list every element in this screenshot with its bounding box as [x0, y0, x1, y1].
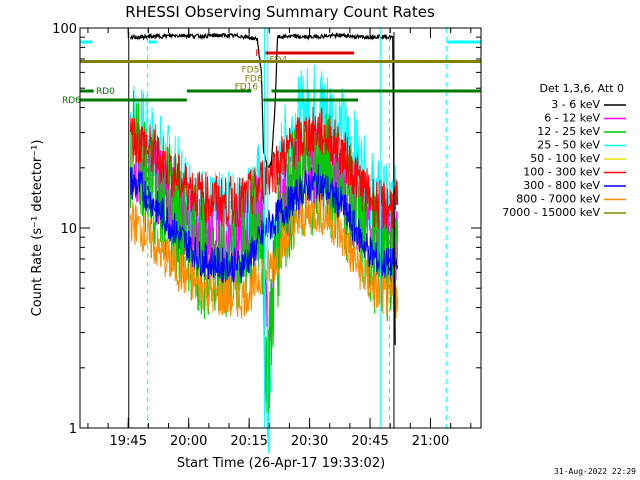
- x-tick-label-2: 20:15: [230, 434, 267, 449]
- legend-label-4: 50 - 100 keV: [530, 152, 600, 165]
- legend-label-6: 300 - 800 keV: [523, 179, 600, 192]
- axes-layer: 19:45 20:00 20:15 20:30 20:45 21:00 1 10 100: [52, 22, 482, 449]
- timestamp: 31-Aug-2022 22:29: [554, 467, 636, 476]
- legend-label-1: 6 - 12 keV: [544, 112, 600, 125]
- y-tick-label-2: 100: [52, 22, 77, 37]
- legend-label-3: 25 - 50 keV: [537, 139, 600, 152]
- x-tick-label-4: 20:45: [351, 434, 388, 449]
- f-label: F: [255, 49, 260, 59]
- legend-label-0: 3 - 6 keV: [551, 98, 600, 111]
- chart-title: RHESSI Observing Summary Count Rates: [125, 3, 435, 21]
- y-axis-label: Count Rate (s⁻¹ detector⁻¹): [30, 140, 45, 317]
- legend-header: Det 1,3,6, Att 0: [540, 82, 624, 95]
- flag-label-fd5: FD5: [241, 66, 259, 76]
- rd6-label: RD6: [62, 96, 81, 106]
- x-tick-label-0: 19:45: [110, 434, 147, 449]
- legend-label-7: 800 - 7000 keV: [516, 193, 600, 206]
- flag-label-fd8: FD8: [245, 74, 263, 84]
- y-tick-label-1: 10: [60, 222, 77, 237]
- x-tick-label-1: 20:00: [170, 434, 207, 449]
- series-line-0-0: [129, 31, 393, 170]
- flag-label-fd16: FD16: [235, 82, 259, 92]
- x-tick-label-5: 21:00: [412, 434, 449, 449]
- x-axis-label: Start Time (26-Apr-17 19:33:02): [177, 456, 385, 471]
- legend-label-8: 7000 - 15000 keV: [502, 206, 600, 219]
- legend-label-5: 100 - 300 keV: [523, 166, 600, 179]
- x-tick-label-3: 20:30: [291, 434, 328, 449]
- rd0-label: RD0: [96, 87, 115, 97]
- legend-label-2: 12 - 25 keV: [537, 125, 600, 138]
- fd4-label: FD4: [269, 55, 287, 65]
- y-tick-label-0: 1: [69, 422, 77, 437]
